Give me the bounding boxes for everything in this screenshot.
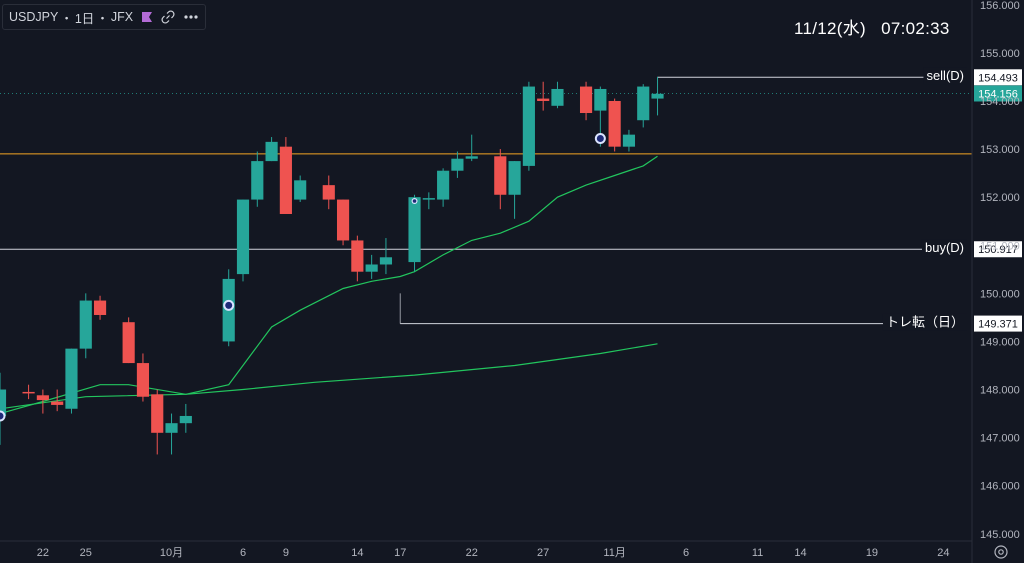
x-tick-label: 19 (866, 547, 878, 559)
x-tick-label: 11月 (603, 547, 625, 559)
x-tick-label: 6 (240, 547, 246, 559)
exchange[interactable]: JFX (110, 10, 134, 24)
clock-time: 07:02:33 (881, 19, 950, 38)
candle-body[interactable] (422, 198, 435, 200)
candle-body[interactable] (251, 161, 264, 200)
separator: ・ (60, 11, 73, 26)
signal-marker-core (225, 301, 233, 309)
last-price-box (974, 85, 1022, 102)
level-price-box (974, 315, 1022, 332)
y-tick-label: 145.000 (980, 529, 1020, 541)
x-tick-label: 22 (466, 547, 478, 559)
candle-body[interactable] (608, 100, 621, 147)
candle-body[interactable] (637, 86, 650, 121)
x-tick-label: 25 (80, 547, 92, 559)
level-price-label: 150.917 (978, 244, 1018, 256)
level-price-box (974, 241, 1022, 258)
candle-body[interactable] (65, 348, 78, 409)
flag-icon[interactable] (141, 11, 153, 23)
x-tick-label: 9 (283, 547, 289, 559)
symbol-name[interactable]: USDJPY (9, 10, 59, 24)
candle-body[interactable] (279, 146, 292, 214)
candle-body[interactable] (522, 86, 535, 166)
x-tick-label: 27 (537, 547, 549, 559)
candle-body[interactable] (0, 389, 7, 416)
candle-body[interactable] (122, 322, 135, 364)
y-tick-label: 152.000 (980, 192, 1020, 204)
level-price-label: 149.371 (978, 319, 1018, 331)
candle-body[interactable] (294, 180, 307, 200)
y-tick-label: 150.000 (980, 288, 1020, 300)
y-tick-label: 148.000 (980, 385, 1020, 397)
candle-body[interactable] (236, 199, 250, 275)
candle-body[interactable] (51, 401, 64, 405)
candle-body[interactable] (179, 415, 192, 424)
level-label-bg (921, 239, 967, 257)
x-tick-label: 17 (394, 547, 406, 559)
level-price-box (974, 69, 1022, 86)
candle-body[interactable] (22, 391, 35, 394)
signal-marker-core (0, 412, 4, 420)
y-tick-label: 156.000 (980, 0, 1020, 12)
x-tick-label: 10月 (160, 547, 183, 559)
y-tick-label: 147.000 (980, 433, 1020, 445)
candle-body[interactable] (351, 240, 364, 272)
candle-body[interactable] (379, 257, 393, 265)
symbol-bar[interactable]: USDJPY ・ 1日・ JFX (2, 4, 207, 30)
candle-body[interactable] (365, 264, 378, 272)
x-tick-label: 22 (37, 547, 49, 559)
candle-body[interactable] (494, 156, 507, 195)
ma-slow-line[interactable] (0, 343, 658, 410)
candle-body[interactable] (551, 88, 564, 106)
candle-body[interactable] (579, 86, 593, 114)
x-tick-label: 14 (351, 547, 363, 559)
clock: 11/12(水) 07:02:33 (794, 14, 950, 39)
candle-body[interactable] (93, 300, 107, 315)
candle-body[interactable] (465, 156, 478, 159)
link-icon[interactable] (161, 10, 175, 24)
level-label: buy(D) (925, 240, 964, 255)
gear-icon[interactable] (994, 545, 1008, 559)
candle-body[interactable] (451, 158, 464, 171)
candle-body[interactable] (622, 134, 636, 147)
x-tick-label: 24 (937, 547, 949, 559)
small-signal-marker-core (412, 199, 417, 203)
candle-body[interactable] (151, 394, 164, 433)
more-icon[interactable] (183, 14, 199, 20)
x-tick-label: 6 (683, 547, 689, 559)
candle-body[interactable] (36, 395, 49, 401)
x-tick-label: 14 (794, 547, 806, 559)
level-price-label: 154.493 (978, 72, 1018, 84)
candle-body[interactable] (651, 93, 664, 99)
level-label-bg (882, 313, 967, 331)
candle-body[interactable] (408, 197, 421, 263)
y-tick-label: 154.000 (980, 96, 1020, 108)
candle-body[interactable] (165, 423, 178, 433)
level-label-bg (923, 67, 967, 85)
signal-marker-core (596, 134, 604, 142)
candle-body[interactable] (437, 170, 450, 200)
candle-body[interactable] (322, 185, 335, 200)
candle-body[interactable] (594, 88, 607, 111)
level-label: sell(D) (926, 68, 964, 83)
candle-body[interactable] (336, 199, 350, 241)
y-tick-label: 155.000 (980, 48, 1020, 60)
y-tick-label: 153.000 (980, 144, 1020, 156)
candle-body[interactable] (265, 141, 278, 162)
candle-body[interactable] (136, 363, 150, 397)
clock-date: 11/12(水) (794, 19, 867, 38)
level-label: トレ転（日） (886, 315, 964, 330)
y-tick-label: 151.000 (980, 240, 1020, 252)
candle-body[interactable] (508, 161, 521, 195)
timeframe[interactable]: 1日 (74, 11, 95, 26)
ma-fast-line[interactable] (0, 155, 658, 415)
candle-body[interactable] (79, 300, 92, 349)
y-tick-label: 149.000 (980, 336, 1020, 348)
separator: ・ (96, 11, 109, 26)
y-tick-label: 146.000 (980, 481, 1020, 493)
last-price-label: 154.156 (978, 88, 1018, 100)
x-tick-label: 11 (752, 547, 763, 559)
candle-body[interactable] (537, 98, 550, 101)
